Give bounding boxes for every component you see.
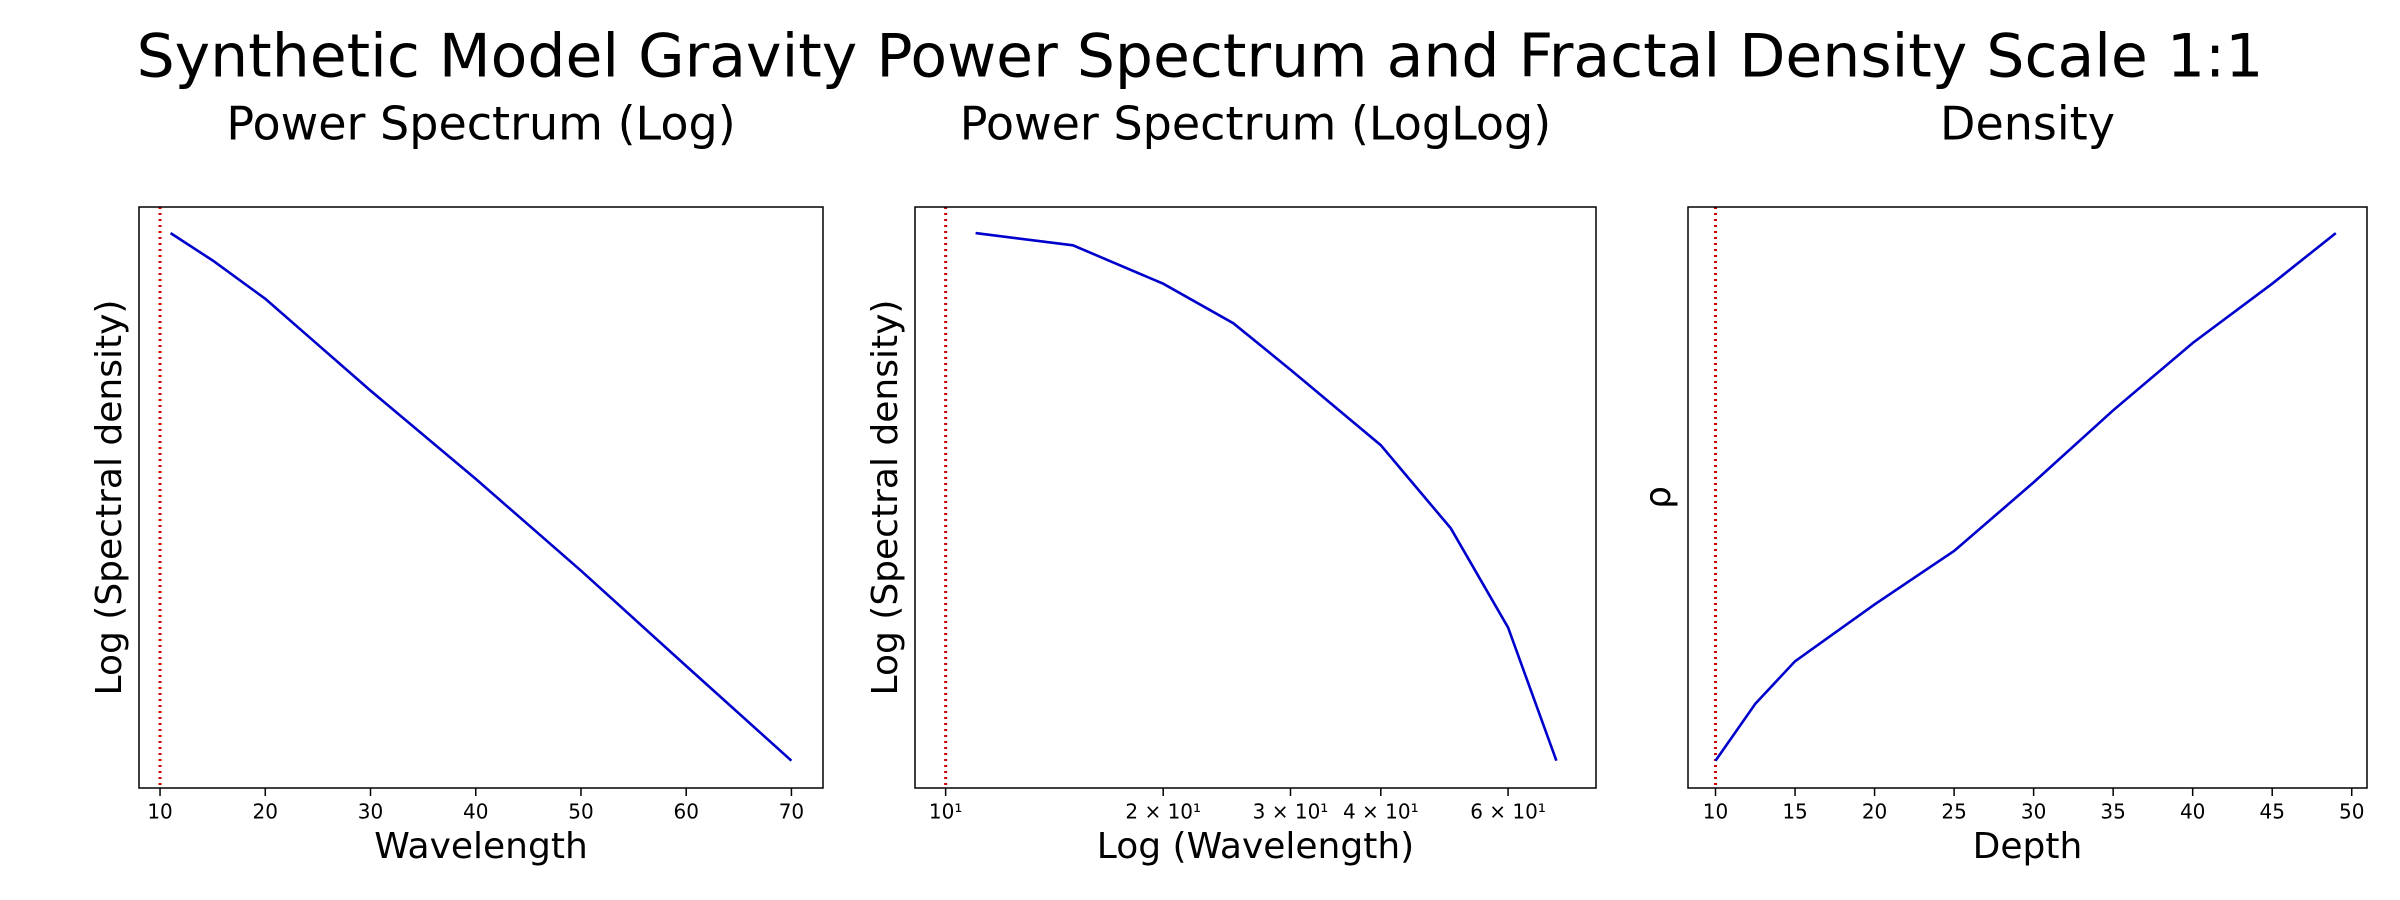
x-tick-label: 30: [2021, 800, 2046, 824]
x-tick-label: 60: [673, 800, 698, 824]
figure-title: Synthetic Model Gravity Power Spectrum a…: [137, 22, 2264, 92]
x-tick-label: 15: [1782, 800, 1807, 824]
x-tick-label: 50: [2339, 800, 2364, 824]
x-tick-label: 50: [568, 800, 593, 824]
data-line: [975, 231, 1558, 762]
x-tick-label: 10: [1703, 800, 1728, 824]
subplot-title: Power Spectrum (Log): [226, 97, 735, 151]
x-tick-label: 2 × 10¹: [1125, 800, 1201, 824]
x-axis-label: Wavelength: [374, 826, 588, 867]
x-axis-label: Log (Wavelength): [1097, 826, 1414, 867]
x-tick-label: 10: [147, 800, 172, 824]
x-tick-label: 3 × 10¹: [1253, 800, 1329, 824]
x-tick-label: 30: [358, 800, 383, 824]
subplot-title: Density: [1940, 97, 2115, 151]
y-axis-label: Log (Spectral density): [89, 300, 130, 696]
x-axis-label: Depth: [1973, 826, 2083, 867]
x-tick-label: 20: [253, 800, 278, 824]
x-tick-label: 4 × 10¹: [1343, 800, 1419, 824]
x-tick-label: 45: [2259, 800, 2284, 824]
x-tick-label: 35: [2100, 800, 2125, 824]
plot-frame: [914, 206, 1597, 789]
y-axis-label: Log (Spectral density): [865, 300, 906, 696]
x-tick-label: 10¹: [929, 800, 962, 824]
y-axis-label: ρ: [1638, 486, 1679, 509]
plot-frame: [1687, 206, 2368, 789]
plot-frame: [138, 206, 824, 789]
subplot-title: Power Spectrum (LogLog): [960, 97, 1551, 151]
x-tick-label: 20: [1862, 800, 1887, 824]
x-tick-label: 40: [463, 800, 488, 824]
x-tick-label: 70: [779, 800, 804, 824]
data-line: [1714, 232, 2337, 762]
x-tick-label: 40: [2180, 800, 2205, 824]
data-line: [169, 232, 793, 762]
x-tick-label: 6 × 10¹: [1470, 800, 1546, 824]
x-tick-label: 25: [1941, 800, 1966, 824]
